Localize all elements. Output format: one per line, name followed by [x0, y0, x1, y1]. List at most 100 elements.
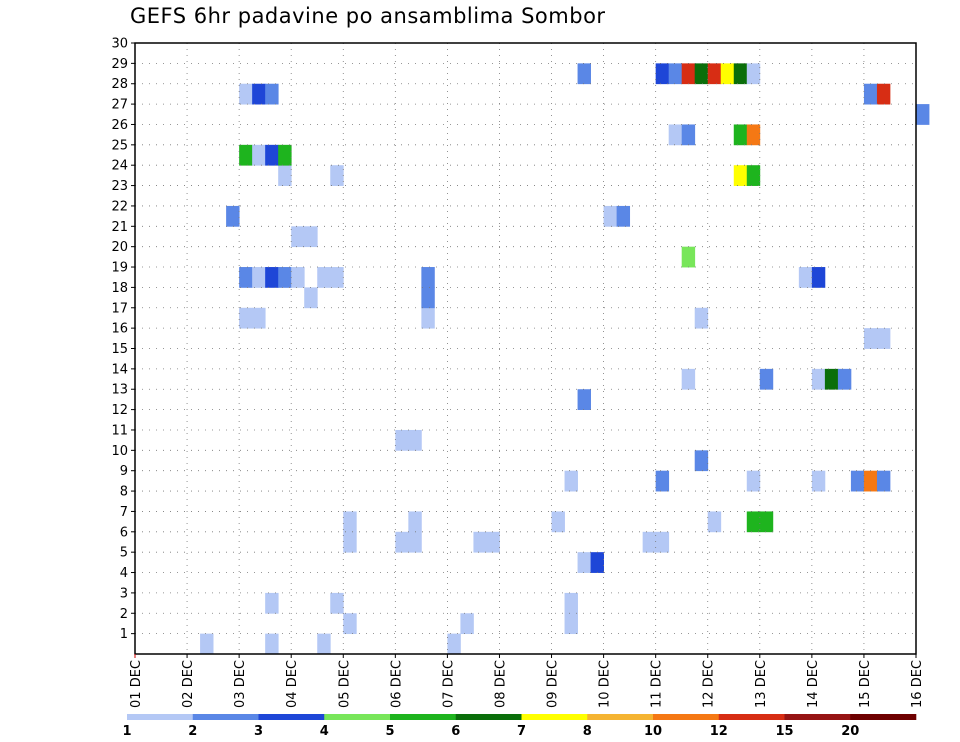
- y-tick-label: 18: [111, 281, 128, 296]
- y-tick-label: 22: [111, 199, 128, 214]
- heatmap-cell: [265, 267, 279, 288]
- y-tick-label: 19: [111, 261, 128, 276]
- x-tick-label: 03 DEC: [233, 660, 248, 708]
- heatmap-cell: [265, 144, 279, 166]
- heatmap-cell: [330, 165, 344, 186]
- colorbar-label: 4: [320, 724, 329, 739]
- colorbar-label: 2: [188, 724, 197, 739]
- heatmap-cell: [811, 368, 826, 390]
- x-tick-label: 10 DEC: [598, 660, 613, 708]
- heatmap-cell: [200, 633, 214, 655]
- heatmap-cell: [720, 63, 735, 85]
- heatmap-cell: [304, 287, 318, 309]
- y-tick-label: 17: [111, 301, 128, 316]
- heatmap-cell: [317, 267, 331, 288]
- heatmap-cell: [252, 83, 266, 105]
- y-tick-label: 13: [111, 383, 128, 398]
- y-tick-label: 2: [120, 607, 128, 622]
- heatmap-cell: [850, 470, 865, 492]
- y-tick-label: 12: [111, 403, 128, 418]
- heatmap-cell: [746, 124, 761, 146]
- heatmap-cell: [278, 144, 292, 166]
- heatmap-cell: [681, 124, 696, 146]
- heatmap-cell: [863, 83, 878, 105]
- heatmap-cell: [811, 470, 826, 492]
- heatmap-cell: [876, 470, 891, 492]
- chart-title: GEFS 6hr padavine po ansamblima Sombor: [130, 4, 606, 28]
- y-axis-ticks: 1234567891011121314151617181920212223242…: [111, 37, 135, 642]
- heatmap-cell: [694, 307, 709, 329]
- heatmap-cell: [746, 470, 761, 492]
- x-tick-label: 04 DEC: [285, 660, 300, 708]
- colorbar-swatch: [521, 714, 588, 720]
- heatmap-cell: [252, 144, 266, 166]
- x-axis-ticks: 01 DEC 02 DEC 03 DEC 04 DEC 05 DEC 06 DEC 07 D…: [129, 654, 925, 708]
- y-tick-label: 27: [111, 98, 128, 113]
- x-tick-label: 16 DEC: [910, 660, 925, 708]
- heatmap-cell: [798, 267, 813, 288]
- heatmap-cell: [408, 429, 422, 451]
- heatmap-cell: [239, 267, 253, 288]
- heatmap-cell: [317, 633, 331, 655]
- y-tick-label: 7: [120, 505, 128, 520]
- heatmap-cell: [564, 613, 578, 635]
- heatmap-cell: [681, 368, 696, 390]
- y-tick-label: 20: [111, 240, 128, 255]
- y-tick-label: 9: [120, 464, 128, 479]
- y-tick-label: 11: [111, 423, 128, 438]
- x-tick-label: 13 DEC: [754, 660, 769, 708]
- heatmap-cell: [603, 205, 618, 227]
- y-tick-label: 1: [120, 627, 128, 642]
- x-tick-label: 15 DEC: [858, 660, 873, 708]
- heatmap-cell: [395, 429, 409, 451]
- heatmap-cell: [916, 104, 930, 125]
- heatmap-cell: [551, 511, 565, 533]
- y-tick-label: 5: [120, 546, 128, 561]
- colorbar-label: 5: [385, 724, 394, 739]
- heatmap-cell: [616, 205, 631, 227]
- colorbar-swatch: [850, 714, 917, 720]
- heatmap-cell: [746, 165, 761, 186]
- heatmap-cell: [343, 511, 357, 533]
- heatmap-cell: [707, 511, 722, 533]
- heatmap-cell: [577, 552, 591, 573]
- heatmap-cell: [668, 63, 683, 85]
- heatmap-cell: [239, 307, 253, 329]
- heatmap-cell: [343, 531, 357, 553]
- heatmap-cell: [694, 450, 709, 472]
- colorbar-swatch: [587, 714, 654, 720]
- y-tick-label: 10: [111, 444, 128, 459]
- heatmap-cell: [447, 633, 461, 655]
- colorbar-label: 8: [583, 724, 592, 739]
- heatmap-cell: [577, 63, 591, 85]
- colorbar-swatch: [784, 714, 851, 720]
- x-tick-label: 02 DEC: [181, 660, 196, 708]
- heatmap-cell: [668, 124, 683, 146]
- y-tick-label: 4: [120, 566, 128, 581]
- heatmap-cell: [863, 470, 878, 492]
- colorbar-swatch: [324, 714, 391, 720]
- heatmap-cell: [746, 511, 761, 533]
- grid-lines: [135, 43, 916, 654]
- heatmap-cell: [577, 389, 591, 410]
- colorbar-label: 7: [517, 724, 526, 739]
- x-tick-label: 07 DEC: [441, 660, 456, 708]
- y-tick-label: 8: [120, 485, 128, 500]
- y-tick-label: 15: [111, 342, 128, 357]
- heatmap-cell: [681, 246, 696, 268]
- y-tick-label: 24: [111, 159, 128, 174]
- heatmap-cell: [863, 328, 878, 349]
- heatmap-cell: [733, 165, 748, 186]
- heatmap-cell: [421, 287, 435, 309]
- heatmap-cell: [694, 63, 709, 85]
- heatmap-cell: [811, 267, 826, 288]
- x-tick-label: 05 DEC: [337, 660, 352, 708]
- x-tick-label: 01 DEC: [129, 660, 144, 708]
- heatmap-cell: [239, 83, 253, 105]
- colorbar-swatch: [390, 714, 457, 720]
- y-tick-label: 16: [111, 322, 128, 337]
- heatmap-cell: [265, 633, 279, 655]
- y-tick-label: 6: [120, 525, 128, 540]
- colorbar-swatch: [653, 714, 720, 720]
